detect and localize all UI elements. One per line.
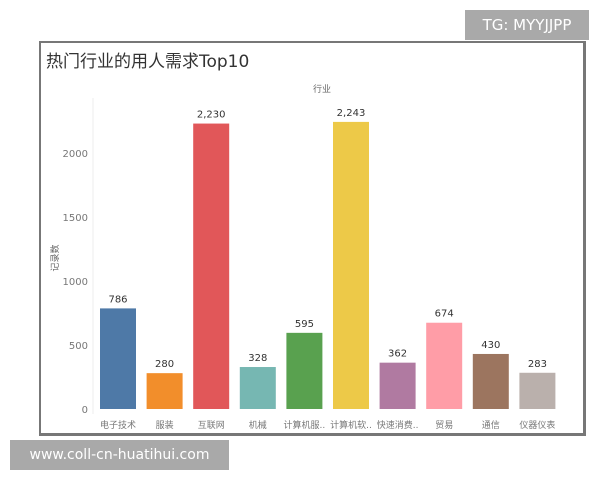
y-tick-label: 500 <box>69 341 88 352</box>
data-label: 674 <box>435 309 454 320</box>
watermark-bottom: www.coll-cn-huatihui.com <box>10 440 229 470</box>
bar-0 <box>100 308 136 409</box>
bar-8 <box>472 353 509 409</box>
bar-1 <box>146 373 183 409</box>
bar-6 <box>379 362 416 409</box>
x-tick-label: 计算机软.. <box>330 419 372 431</box>
bar-5 <box>333 121 369 410</box>
y-tick-label: 0 <box>82 405 88 416</box>
x-tick-label: 电子技术 <box>100 419 136 431</box>
bar-9 <box>519 372 556 409</box>
chart-title: 热门行业的用人需求Top10 <box>46 52 250 72</box>
column-header: 行业 <box>313 83 331 95</box>
y-tick-label: 2000 <box>63 149 88 160</box>
data-label: 280 <box>155 359 174 370</box>
bar-4 <box>286 332 323 409</box>
data-label: 328 <box>248 353 267 364</box>
bar-2 <box>193 123 230 409</box>
x-tick-label: 通信 <box>482 419 500 431</box>
x-tick-label: 机械 <box>249 419 267 431</box>
x-tick-label: 服装 <box>156 419 174 431</box>
data-label: 430 <box>481 340 500 351</box>
x-tick-label: 快速消费.. <box>377 419 419 431</box>
data-label: 786 <box>108 294 127 305</box>
x-tick-label: 互联网 <box>198 420 225 431</box>
x-tick-label: 仪器仪表 <box>519 419 555 431</box>
data-label: 2,243 <box>337 108 366 119</box>
data-label: 362 <box>388 349 407 360</box>
x-tick-label: 贸易 <box>435 419 453 431</box>
bar-7 <box>426 322 463 409</box>
y-tick-label: 1000 <box>63 277 88 288</box>
watermark-top: TG: MYYJJPP <box>465 10 589 40</box>
data-label: 595 <box>295 319 314 330</box>
x-tick-label: 计算机服.. <box>284 419 326 431</box>
data-label: 2,230 <box>197 110 226 121</box>
bar-3 <box>239 367 276 409</box>
y-tick-label: 1500 <box>63 213 88 224</box>
data-label: 283 <box>528 359 547 370</box>
y-axis-label: 记录数 <box>49 244 61 271</box>
